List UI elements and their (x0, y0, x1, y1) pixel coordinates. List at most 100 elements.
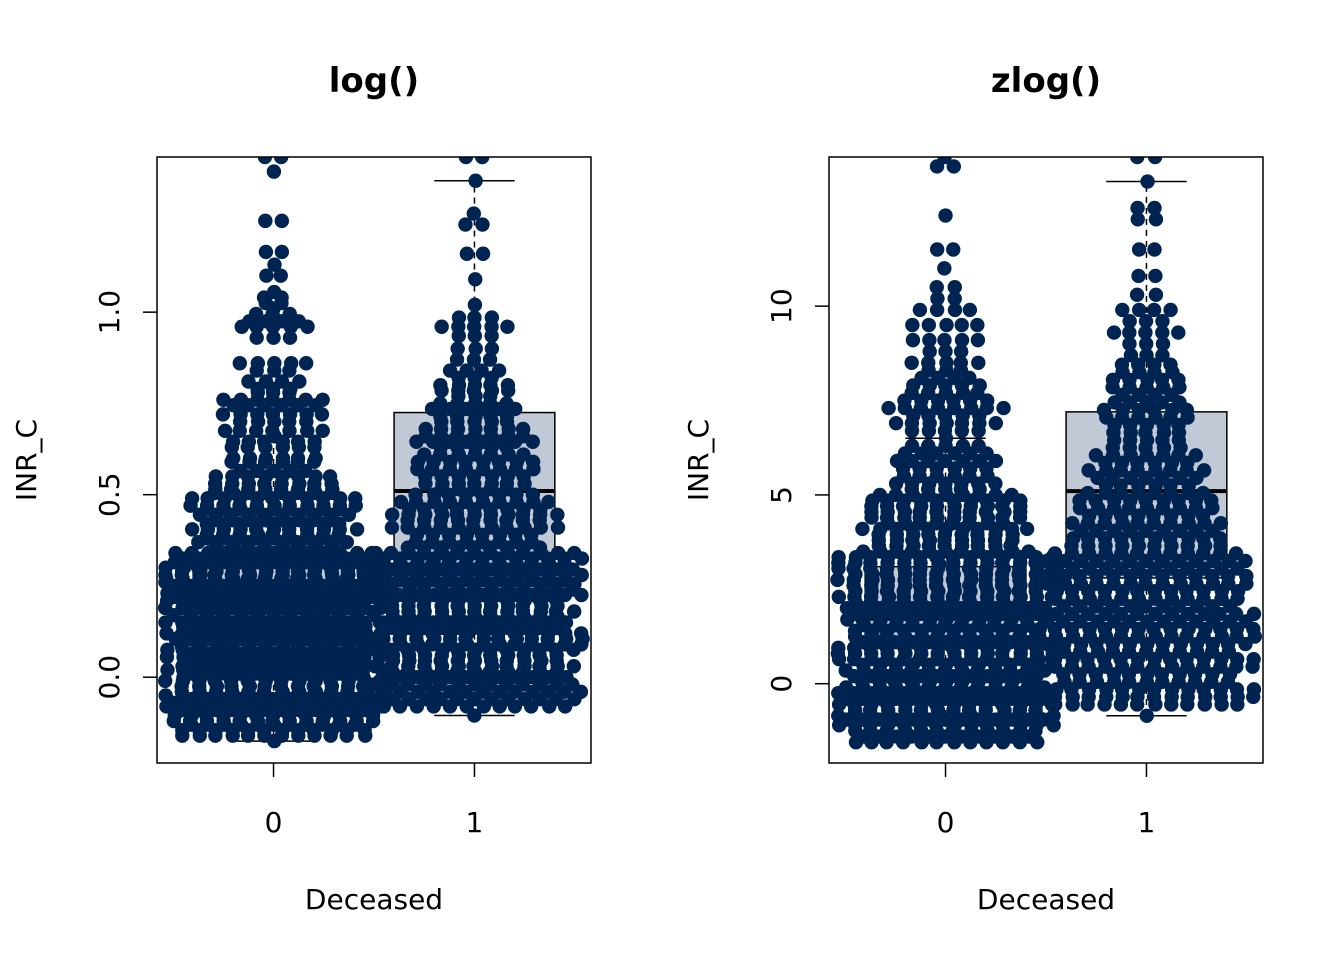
data-point (467, 310, 482, 325)
data-point (468, 173, 483, 188)
data-point (308, 450, 323, 466)
y-axis-label: INR_C (10, 419, 43, 501)
data-point (946, 159, 962, 174)
data-point (905, 332, 921, 348)
data-point (970, 332, 986, 348)
data-point (525, 487, 541, 502)
plot-frame (828, 156, 1264, 764)
y-tick-label: 10 (765, 288, 798, 324)
data-point (290, 434, 306, 449)
data-point (258, 213, 273, 229)
data-point (484, 341, 500, 356)
data-point (988, 415, 1004, 431)
data-point (467, 297, 483, 313)
data-point (226, 450, 241, 466)
data-point (500, 377, 516, 393)
data-point (1088, 448, 1104, 463)
data-point (459, 363, 474, 378)
data-point (1138, 314, 1154, 329)
data-point (367, 604, 383, 619)
data-point (233, 463, 248, 479)
data-point (367, 677, 382, 692)
data-point (938, 208, 953, 223)
data-point (938, 344, 953, 359)
data-point (449, 352, 465, 367)
data-point (1148, 212, 1164, 227)
data-point (1155, 325, 1170, 340)
data-point (265, 407, 281, 422)
data-point (830, 572, 845, 588)
data-point (475, 217, 490, 232)
data-point (1004, 487, 1019, 503)
data-point (1163, 302, 1178, 318)
data-point (939, 355, 954, 370)
plot-area: 0 5 10 0 1 (765, 156, 1264, 839)
data-point (922, 344, 937, 359)
data-point (274, 213, 290, 229)
data-point (248, 306, 264, 322)
data-point (831, 589, 847, 605)
data-point (1147, 157, 1163, 165)
data-point (458, 157, 474, 165)
data-point (831, 550, 846, 565)
data-point (416, 447, 432, 462)
data-point (249, 330, 264, 345)
data-point (299, 407, 314, 422)
data-point (273, 268, 288, 283)
data-point (872, 487, 888, 503)
data-point (349, 545, 365, 561)
data-point (159, 626, 174, 641)
data-point (298, 356, 314, 371)
data-point (233, 392, 249, 407)
data-point (831, 708, 846, 724)
data-point (573, 626, 589, 641)
data-point (1163, 357, 1178, 372)
data-point (266, 463, 282, 479)
data-point (283, 356, 299, 371)
data-point (1148, 268, 1163, 284)
panel-zlog: zlog() Deceased INR_C 0 5 10 0 1 (682, 61, 1264, 916)
data-point (831, 640, 846, 656)
data-point (184, 522, 200, 537)
plot-frame (156, 156, 592, 764)
data-point (922, 332, 937, 348)
data-point (322, 469, 338, 484)
data-point (1046, 708, 1061, 724)
data-point (160, 662, 175, 678)
data-point (274, 374, 290, 389)
data-point (947, 302, 963, 318)
data-point (1138, 325, 1153, 340)
data-point (1213, 516, 1229, 531)
data-point (1147, 242, 1162, 257)
plot-clip (830, 157, 1262, 750)
plot-area: 0.0 0.5 1.0 0 1 (93, 156, 592, 839)
data-point (904, 438, 920, 454)
data-point (937, 332, 952, 348)
data-point (1065, 516, 1080, 531)
data-point (348, 491, 363, 506)
data-point (550, 507, 565, 522)
data-point (307, 434, 322, 449)
data-point (273, 157, 289, 165)
data-point (1039, 568, 1054, 584)
data-point (384, 520, 400, 535)
data-point (953, 355, 968, 370)
data-point (491, 363, 507, 378)
data-point (267, 356, 282, 371)
data-point (158, 688, 173, 703)
data-point (946, 242, 961, 257)
data-point (921, 355, 936, 370)
data-point (921, 317, 937, 333)
data-point (566, 604, 582, 619)
data-point (259, 268, 274, 283)
data-point (1122, 325, 1137, 340)
data-point (1246, 606, 1262, 622)
data-point (939, 317, 954, 333)
x-axis-label: Deceased (977, 883, 1115, 916)
data-point (904, 355, 919, 370)
data-point (184, 491, 200, 506)
data-point (232, 356, 248, 371)
data-point (466, 352, 482, 367)
data-point (267, 257, 282, 272)
